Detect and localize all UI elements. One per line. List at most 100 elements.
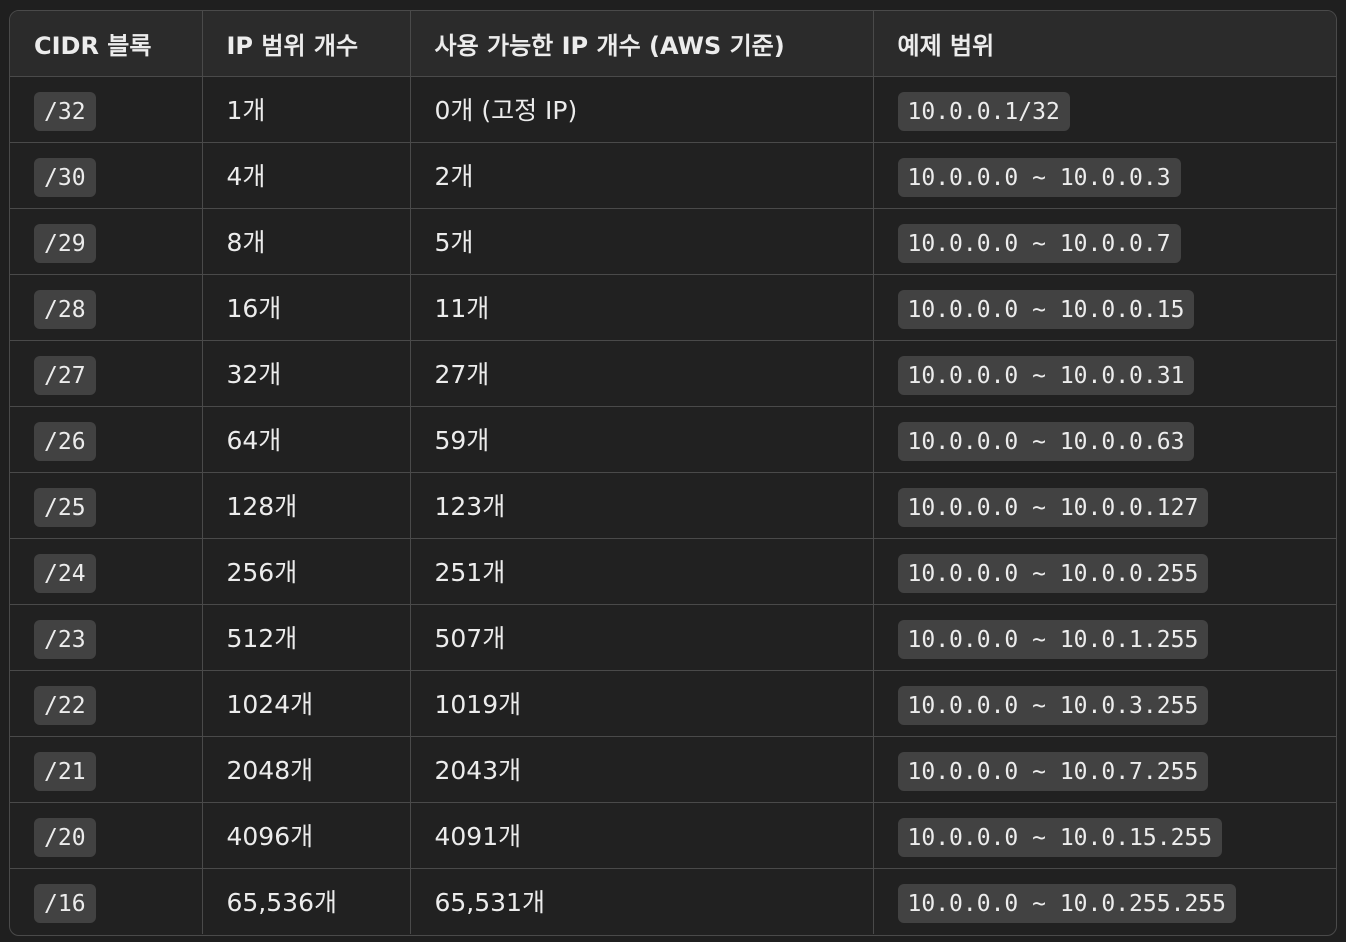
ip-range-count-cell: 4개 (202, 142, 411, 209)
cidr-cell: /25 (10, 472, 203, 539)
cidr-cell: /28 (10, 274, 203, 341)
cidr-code: /21 (34, 751, 96, 791)
table-row: /30 4개 2개 10.0.0.0 ~ 10.0.0.3 (10, 142, 1336, 209)
example-range-cell: 10.0.0.0 ~ 10.0.7.255 (873, 736, 1336, 803)
table-row: /25 128개 123개 10.0.0.0 ~ 10.0.0.127 (10, 472, 1336, 539)
usable-ip-count-cell: 11개 (410, 274, 874, 341)
cidr-code: /29 (34, 223, 96, 263)
cidr-cell: /22 (10, 670, 203, 737)
table-row: /32 1개 0개 (고정 IP) 10.0.0.1/32 (10, 76, 1336, 143)
example-range-code: 10.0.0.0 ~ 10.0.1.255 (897, 619, 1209, 659)
ip-range-count-cell: 65,536개 (202, 868, 411, 934)
example-range-cell: 10.0.0.0 ~ 10.0.1.255 (873, 604, 1336, 671)
ip-range-count-cell: 128개 (202, 472, 411, 539)
ip-range-count-cell: 64개 (202, 406, 411, 473)
ip-range-count-cell: 1개 (202, 76, 411, 143)
header-example-range: 예제 범위 (873, 11, 1336, 77)
cidr-cell: /26 (10, 406, 203, 473)
example-range-code: 10.0.0.0 ~ 10.0.15.255 (897, 817, 1223, 857)
example-range-cell: 10.0.0.0 ~ 10.0.0.255 (873, 538, 1336, 605)
usable-ip-count-cell: 59개 (410, 406, 874, 473)
ip-range-count-cell: 32개 (202, 340, 411, 407)
table-row: /24 256개 251개 10.0.0.0 ~ 10.0.0.255 (10, 538, 1336, 605)
example-range-code: 10.0.0.0 ~ 10.0.0.255 (897, 553, 1209, 593)
ip-range-count-cell: 8개 (202, 208, 411, 275)
ip-range-count-cell: 256개 (202, 538, 411, 605)
cidr-code: /28 (34, 289, 96, 329)
cidr-table-container: CIDR 블록 IP 범위 개수 사용 가능한 IP 개수 (AWS 기준) 예… (9, 10, 1337, 936)
cidr-code: /25 (34, 487, 96, 527)
cidr-code: /30 (34, 157, 96, 197)
usable-ip-count-cell: 5개 (410, 208, 874, 275)
usable-ip-count-cell: 2043개 (410, 736, 874, 803)
table-row: /27 32개 27개 10.0.0.0 ~ 10.0.0.31 (10, 340, 1336, 407)
table-row: /29 8개 5개 10.0.0.0 ~ 10.0.0.7 (10, 208, 1336, 275)
cidr-code: /26 (34, 421, 96, 461)
ip-range-count-cell: 512개 (202, 604, 411, 671)
cidr-code: /23 (34, 619, 96, 659)
header-usable-ip-count: 사용 가능한 IP 개수 (AWS 기준) (410, 11, 874, 77)
table-row: /26 64개 59개 10.0.0.0 ~ 10.0.0.63 (10, 406, 1336, 473)
example-range-code: 10.0.0.0 ~ 10.0.0.15 (897, 289, 1195, 329)
example-range-cell: 10.0.0.1/32 (873, 76, 1336, 143)
ip-range-count-cell: 4096개 (202, 802, 411, 869)
example-range-code: 10.0.0.0 ~ 10.0.0.7 (897, 223, 1181, 263)
table-row: /20 4096개 4091개 10.0.0.0 ~ 10.0.15.255 (10, 802, 1336, 869)
example-range-cell: 10.0.0.0 ~ 10.0.0.127 (873, 472, 1336, 539)
example-range-code: 10.0.0.0 ~ 10.0.255.255 (897, 883, 1236, 923)
table-header: CIDR 블록 IP 범위 개수 사용 가능한 IP 개수 (AWS 기준) 예… (10, 11, 1336, 77)
cidr-cell: /32 (10, 76, 203, 143)
ip-range-count-cell: 1024개 (202, 670, 411, 737)
usable-ip-count-cell: 1019개 (410, 670, 874, 737)
table-body: /32 1개 0개 (고정 IP) 10.0.0.1/32/30 4개 2개 10.0.0.… (10, 76, 1336, 934)
example-range-cell: 10.0.0.0 ~ 10.0.0.31 (873, 340, 1336, 407)
table-row: /16 65,536개 65,531개 10.0.0.0 ~ 10.0.255.255 (10, 868, 1336, 934)
example-range-code: 10.0.0.0 ~ 10.0.0.127 (897, 487, 1209, 527)
usable-ip-count-cell: 251개 (410, 538, 874, 605)
example-range-cell: 10.0.0.0 ~ 10.0.0.63 (873, 406, 1336, 473)
example-range-code: 10.0.0.0 ~ 10.0.0.3 (897, 157, 1181, 197)
usable-ip-count-cell: 4091개 (410, 802, 874, 869)
cidr-code: /24 (34, 553, 96, 593)
cidr-cell: /21 (10, 736, 203, 803)
cidr-cell: /20 (10, 802, 203, 869)
example-range-cell: 10.0.0.0 ~ 10.0.0.7 (873, 208, 1336, 275)
example-range-code: 10.0.0.0 ~ 10.0.3.255 (897, 685, 1209, 725)
cidr-code: /27 (34, 355, 96, 395)
usable-ip-count-cell: 123개 (410, 472, 874, 539)
usable-ip-count-cell: 2개 (410, 142, 874, 209)
header-cidr-block: CIDR 블록 (10, 11, 203, 77)
example-range-code: 10.0.0.0 ~ 10.0.0.31 (897, 355, 1195, 395)
example-range-cell: 10.0.0.0 ~ 10.0.0.3 (873, 142, 1336, 209)
table-row: /22 1024개 1019개 10.0.0.0 ~ 10.0.3.255 (10, 670, 1336, 737)
usable-ip-count-cell: 0개 (고정 IP) (410, 76, 874, 143)
header-ip-range-count: IP 범위 개수 (202, 11, 411, 77)
usable-ip-count-cell: 65,531개 (410, 868, 874, 934)
cidr-cell: /27 (10, 340, 203, 407)
cidr-cell: /29 (10, 208, 203, 275)
ip-range-count-cell: 2048개 (202, 736, 411, 803)
example-range-cell: 10.0.0.0 ~ 10.0.0.15 (873, 274, 1336, 341)
cidr-code: /20 (34, 817, 96, 857)
usable-ip-count-cell: 27개 (410, 340, 874, 407)
example-range-cell: 10.0.0.0 ~ 10.0.3.255 (873, 670, 1336, 737)
table-row: /28 16개 11개 10.0.0.0 ~ 10.0.0.15 (10, 274, 1336, 341)
example-range-cell: 10.0.0.0 ~ 10.0.255.255 (873, 868, 1336, 934)
ip-range-count-cell: 16개 (202, 274, 411, 341)
usable-ip-count-cell: 507개 (410, 604, 874, 671)
example-range-cell: 10.0.0.0 ~ 10.0.15.255 (873, 802, 1336, 869)
cidr-code: /32 (34, 91, 96, 131)
cidr-code: /22 (34, 685, 96, 725)
example-range-code: 10.0.0.0 ~ 10.0.0.63 (897, 421, 1195, 461)
cidr-code: /16 (34, 883, 96, 923)
cidr-cell: /16 (10, 868, 203, 934)
example-range-code: 10.0.0.1/32 (897, 91, 1070, 131)
cidr-table: CIDR 블록 IP 범위 개수 사용 가능한 IP 개수 (AWS 기준) 예… (10, 11, 1336, 934)
cidr-cell: /30 (10, 142, 203, 209)
table-row: /23 512개 507개 10.0.0.0 ~ 10.0.1.255 (10, 604, 1336, 671)
table-row: /21 2048개 2043개 10.0.0.0 ~ 10.0.7.255 (10, 736, 1336, 803)
example-range-code: 10.0.0.0 ~ 10.0.7.255 (897, 751, 1209, 791)
header-row: CIDR 블록 IP 범위 개수 사용 가능한 IP 개수 (AWS 기준) 예… (10, 11, 1336, 77)
cidr-cell: /23 (10, 604, 203, 671)
cidr-cell: /24 (10, 538, 203, 605)
